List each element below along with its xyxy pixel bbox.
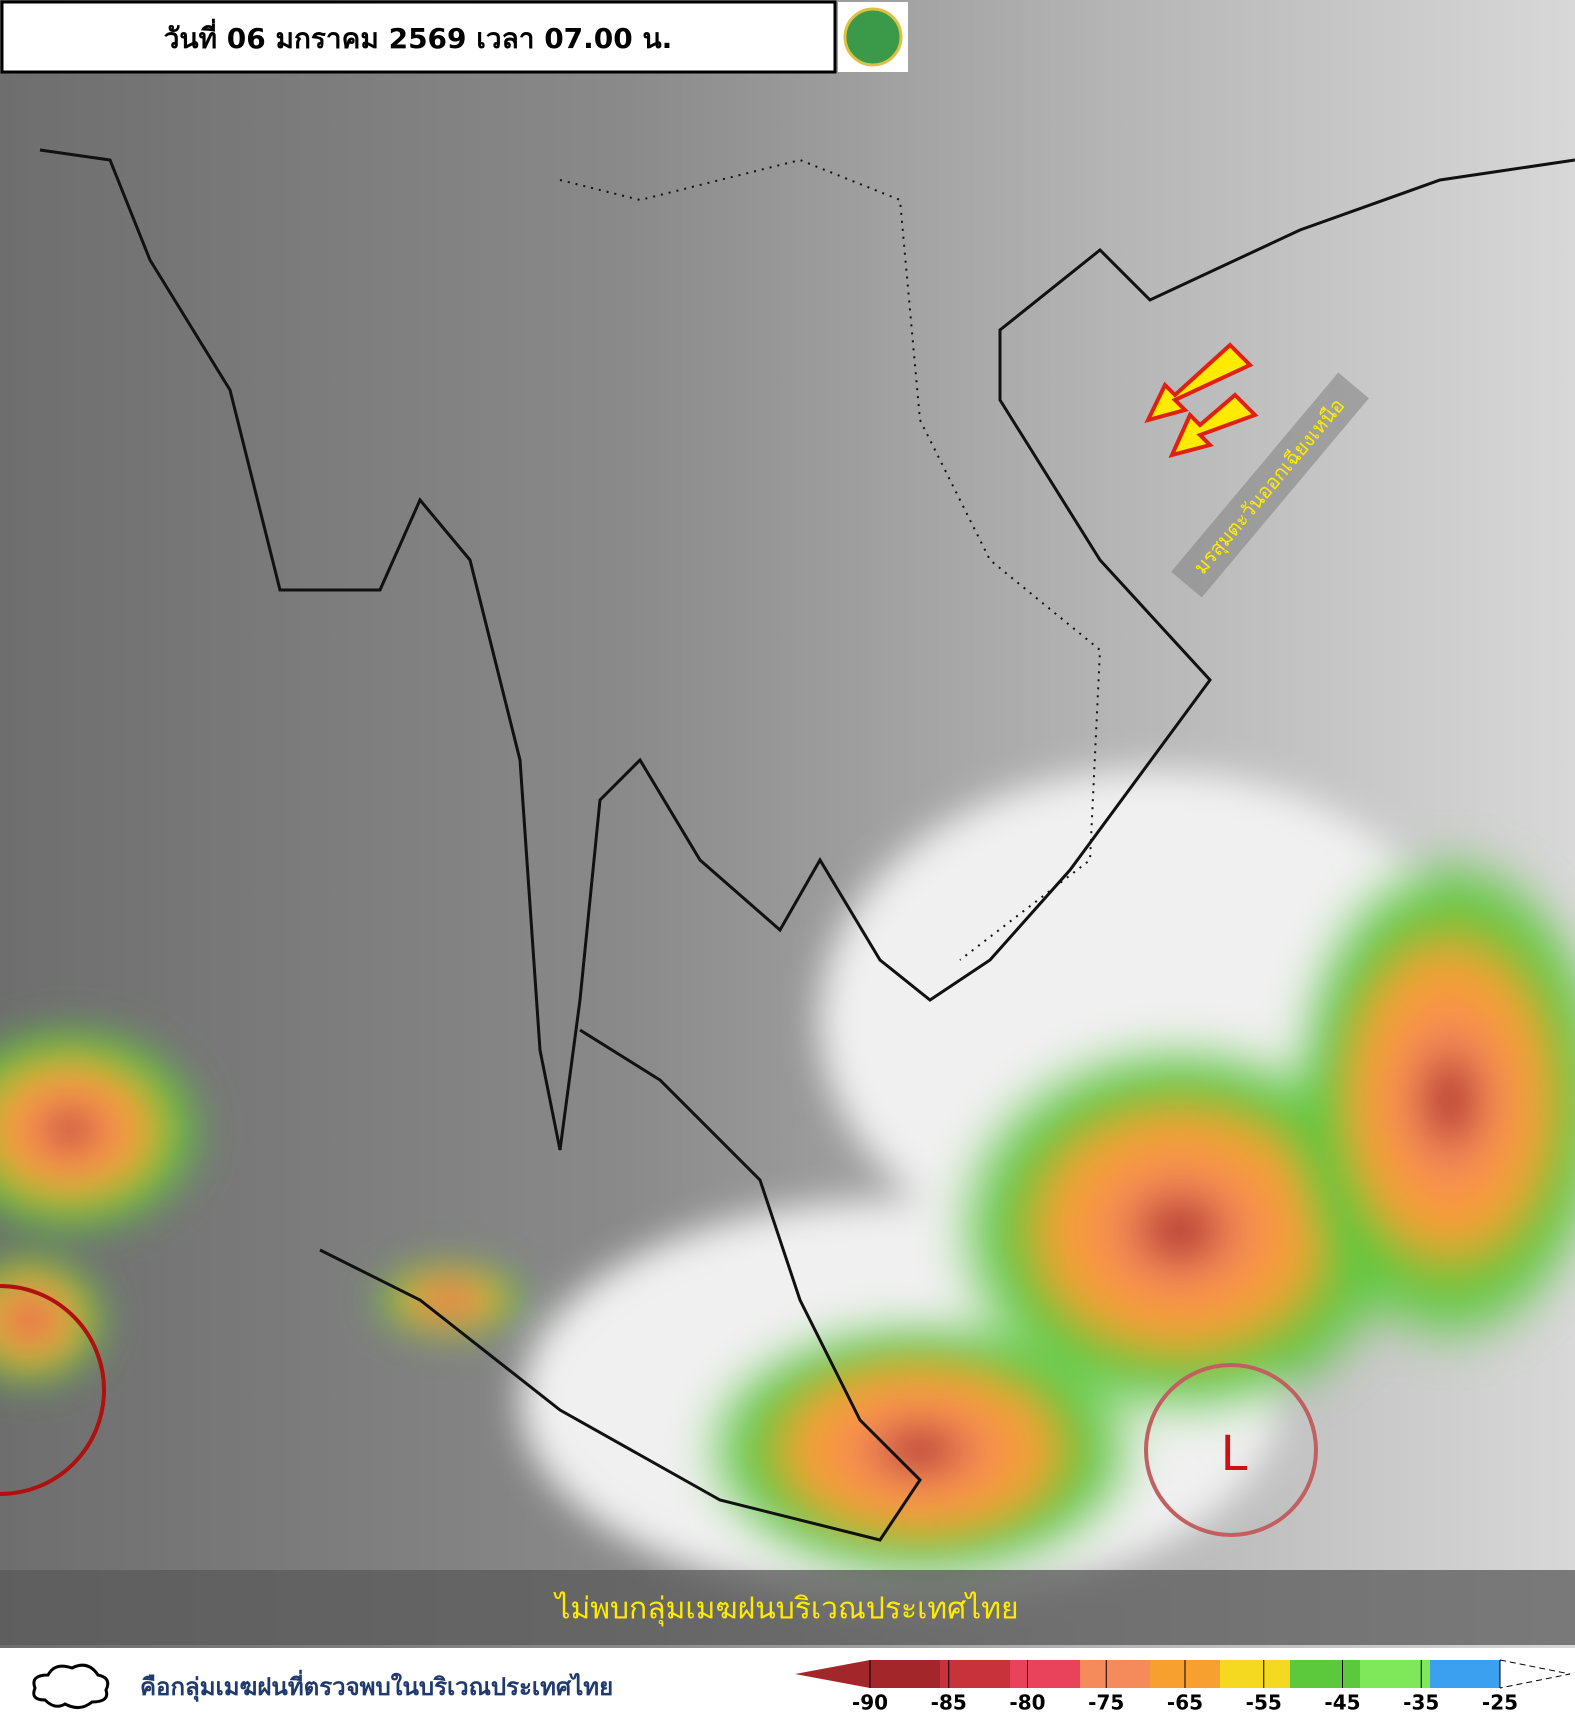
banner-bg — [0, 1570, 1575, 1645]
cloud-icon — [32, 1663, 110, 1709]
low-marker: L — [1221, 1426, 1248, 1482]
colorbar-end — [1499, 1659, 1571, 1689]
banner: ไม่พบกลุ่มเมฆฝนบริเวณประเทศไทย — [553, 1591, 1018, 1628]
cloud-tops — [0, 770, 1575, 1600]
colorbar-label: -80 — [1009, 1691, 1045, 1715]
colorbar-segment — [1010, 1660, 1080, 1688]
colorbar-label: -65 — [1167, 1691, 1203, 1715]
colorbar-arrow — [795, 1660, 870, 1688]
colorbar-segment — [1360, 1660, 1430, 1688]
colorbar: -90 -85 -80 -75 -65 -55 -45 -35 -25 — [795, 1659, 1571, 1715]
colorbar-label: -25 — [1482, 1691, 1518, 1715]
coastline — [39, 148, 1575, 1151]
header-box — [0, 0, 837, 74]
colorbar-label: -90 — [852, 1691, 888, 1715]
colorbar-label: -45 — [1324, 1691, 1360, 1715]
border — [559, 158, 1102, 961]
arrows — [1144, 342, 1259, 459]
colorbar-label: -55 — [1246, 1691, 1282, 1715]
colorbar-label: -85 — [931, 1691, 967, 1715]
colorbar-label: -35 — [1403, 1691, 1439, 1715]
colorbar-segment — [1220, 1660, 1290, 1688]
label-bg — [1171, 372, 1369, 598]
colorbar-segment — [1430, 1660, 1500, 1688]
legend-text: คือกลุ่มเมฆฝนที่ตรวจพบในบริเวณประเทศไทย — [140, 1669, 613, 1703]
coastline — [319, 1028, 922, 1542]
logo — [843, 7, 903, 67]
circle-marker — [0, 1284, 106, 1496]
header-title: วันที่ 06 มกราคม 2569 เวลา 07.00 น. — [164, 18, 673, 55]
colorbar-segment — [940, 1660, 1010, 1688]
colorbar-segment — [1290, 1660, 1360, 1688]
colorbar-label: -75 — [1088, 1691, 1124, 1715]
colorbar-segment — [1080, 1660, 1150, 1688]
colorbar-segment — [870, 1660, 940, 1688]
low-circle — [1144, 1363, 1318, 1537]
